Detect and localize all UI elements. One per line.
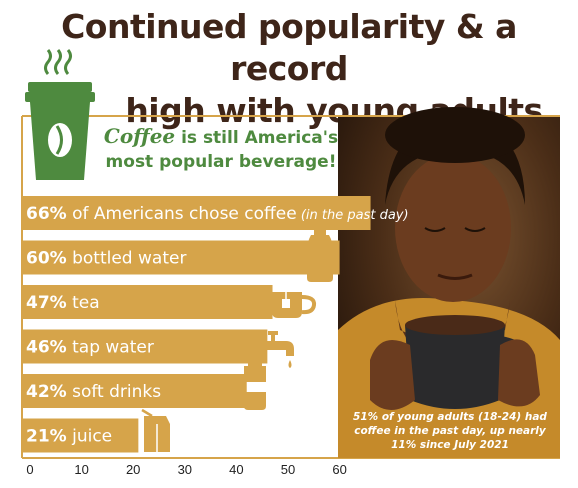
juice-carton-icon (141, 408, 170, 452)
photo-mouth (437, 273, 473, 280)
coffee-cup-icon (25, 49, 95, 180)
bar-label-bottled-water: 60% bottled water (26, 249, 186, 269)
photo-face (395, 154, 511, 302)
x-tick-100: 100 (535, 462, 557, 477)
photo-hair-top (385, 107, 525, 163)
tagline-highlight: Coffee (103, 124, 176, 148)
tea-cup-icon (272, 284, 317, 318)
photo-eye-right (464, 227, 486, 232)
photo-eye-left (424, 227, 446, 232)
x-tick-70: 70 (384, 462, 398, 477)
bar-label-tea: 47% tea (26, 293, 100, 313)
photo-woman-drinking-coffee (338, 107, 560, 458)
x-tick-60: 60 (332, 462, 346, 477)
x-tick-10: 10 (74, 462, 88, 477)
soda-can-icon (244, 362, 266, 410)
tagline-text: is still America's most popular beverage… (105, 128, 339, 172)
bar-tea (22, 285, 273, 319)
photo-mug (405, 325, 505, 409)
x-axis-ticks: 0 10 20 30 40 50 60 70 80 90 100 (26, 462, 556, 477)
x-tick-0: 0 (26, 462, 33, 477)
x-tick-80: 80 (436, 462, 450, 477)
bar-label-juice: 21% juice (26, 427, 112, 447)
photo-hand-right (498, 339, 540, 407)
title-line-1: Continued popularity & a record (61, 7, 517, 88)
bar-soft-drinks (22, 374, 247, 408)
x-tick-30: 30 (178, 462, 192, 477)
bar-juice (22, 418, 139, 453)
bar-tap-water (22, 329, 268, 364)
x-tick-20: 20 (126, 462, 140, 477)
bar-label-soft-drinks: 42% soft drinks (26, 382, 161, 402)
x-tick-90: 90 (487, 462, 501, 477)
bar-bottled-water (22, 240, 340, 275)
bar-coffee (22, 196, 371, 230)
bar-label-coffee: 66% of Americans chose coffee (in the pa… (26, 204, 409, 224)
x-tick-40: 40 (229, 462, 243, 477)
young-adults-note: 51% of young adults (18-24) had coffee i… (353, 411, 547, 451)
photo-mug-coffee (405, 315, 505, 335)
bars-group: 66% of Americans chose coffee (in the pa… (22, 196, 409, 453)
x-tick-50: 50 (281, 462, 295, 477)
bar-label-tap-water: 46% tap water (26, 338, 154, 358)
photo-hand-left (370, 340, 415, 410)
tagline: Coffee is still America's most popular b… (103, 124, 339, 174)
